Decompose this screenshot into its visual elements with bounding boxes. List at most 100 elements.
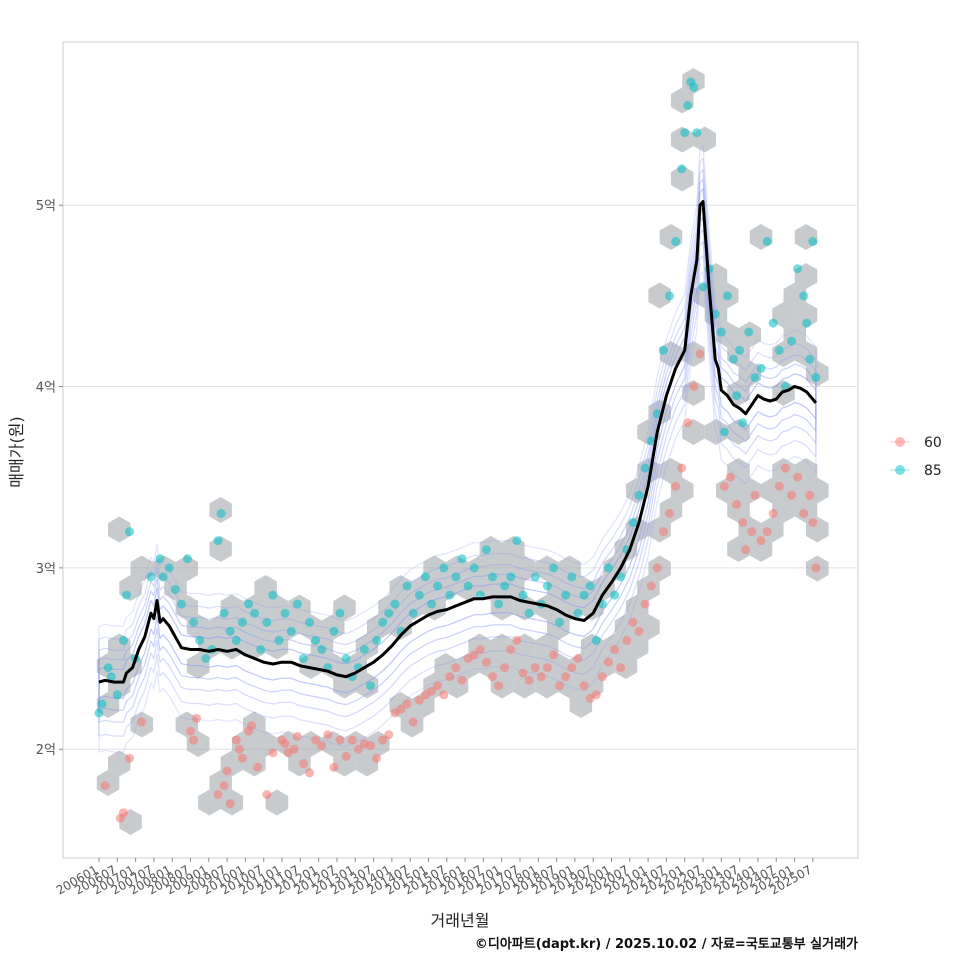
point-60-44	[414, 695, 424, 705]
hexbin-cell	[490, 633, 514, 660]
contour-ring-4	[98, 145, 817, 753]
point-60-61	[518, 668, 528, 678]
point-60-8	[213, 790, 223, 799]
point-60-33	[347, 735, 357, 745]
point-60-54	[475, 645, 485, 654]
point-85-35	[298, 654, 308, 663]
point-60-24	[292, 732, 302, 741]
point-85-102	[692, 128, 702, 138]
point-85-70	[512, 536, 522, 546]
point-85-94	[658, 345, 668, 355]
point-60-77	[616, 663, 626, 673]
scatter-points	[94, 77, 821, 823]
point-60-0	[100, 781, 110, 790]
caption: ©디아파트(dapt.kr) / 2025.10.02 / 자료=국토교통부 실…	[475, 936, 858, 952]
contour-ring-2	[98, 169, 817, 723]
point-60-18	[262, 790, 272, 799]
point-85-22	[219, 608, 229, 618]
point-85-14	[176, 599, 186, 609]
point-85-47	[372, 635, 382, 645]
point-85-72	[524, 608, 534, 618]
hexbin-cell	[479, 536, 503, 562]
point-85-106	[716, 327, 726, 337]
point-85-50	[390, 599, 400, 609]
point-85-4	[112, 690, 122, 700]
point-85-116	[762, 237, 772, 246]
point-60-94	[738, 518, 748, 527]
trend-line	[98, 200, 818, 684]
point-60-30	[329, 762, 339, 772]
hexbin-cell	[704, 419, 728, 445]
hexbin-cell	[254, 614, 277, 640]
point-60-29	[323, 730, 333, 740]
point-60-5	[186, 726, 195, 736]
point-60-89	[689, 382, 699, 391]
point-60-105	[799, 509, 809, 518]
point-60-43	[408, 717, 418, 727]
point-85-121	[793, 264, 803, 274]
point-60-7	[192, 713, 202, 723]
point-85-26	[244, 599, 253, 609]
point-85-71	[518, 590, 528, 600]
point-85-111	[735, 345, 745, 355]
point-85-81	[579, 590, 589, 600]
hexbin-cell	[659, 458, 683, 484]
point-85-23	[225, 626, 235, 636]
contour-ring-1	[98, 178, 817, 711]
point-60-83	[652, 563, 662, 573]
point-85-110	[732, 391, 742, 401]
point-60-100	[768, 509, 778, 518]
point-85-13	[170, 585, 180, 595]
point-85-112	[738, 418, 748, 428]
point-85-83	[591, 635, 601, 645]
point-85-87	[616, 572, 626, 582]
hexbin-cell	[231, 614, 255, 640]
point-60-86	[671, 481, 681, 491]
point-85-9	[146, 572, 156, 582]
legend: 60 85	[890, 435, 942, 479]
point-85-123	[802, 318, 812, 328]
point-85-98	[680, 128, 690, 138]
hexbin-cell	[175, 555, 199, 582]
point-60-4	[125, 753, 134, 763]
point-85-79	[567, 572, 577, 582]
point-85-20	[213, 536, 223, 546]
point-60-37	[372, 753, 382, 763]
point-60-74	[597, 672, 607, 682]
point-85-92	[646, 436, 656, 446]
point-85-18	[201, 654, 211, 663]
hexbin-cell	[682, 380, 705, 406]
point-85-17	[195, 635, 205, 645]
point-85-49	[384, 608, 394, 618]
point-60-75	[604, 657, 613, 667]
point-85-107	[719, 427, 729, 437]
hexbin-cell	[265, 789, 289, 816]
point-85-117	[768, 318, 778, 328]
point-60-11	[225, 799, 235, 809]
point-85-85	[604, 563, 613, 573]
point-60-82	[646, 581, 656, 591]
point-60-58	[500, 663, 510, 673]
point-85-122	[799, 291, 809, 301]
point-60-69	[567, 663, 577, 673]
hexbin-cell	[468, 555, 491, 582]
point-85-38	[317, 645, 327, 654]
point-85-41	[335, 608, 345, 618]
point-85-91	[640, 463, 650, 473]
hexbin-cell	[670, 165, 694, 192]
point-60-62	[524, 675, 534, 685]
point-85-108	[722, 291, 732, 301]
point-85-1	[97, 699, 107, 709]
point-60-76	[610, 645, 620, 654]
point-85-80	[573, 608, 583, 618]
point-60-32	[341, 752, 351, 761]
point-60-47	[433, 681, 443, 691]
y-axis-ticks: 2억 3억 4억 5억	[36, 199, 63, 758]
point-60-65	[542, 663, 552, 673]
point-85-28	[256, 645, 266, 654]
point-85-89	[628, 518, 638, 527]
point-60-25	[298, 759, 308, 769]
point-85-6	[122, 590, 131, 600]
point-60-10	[222, 766, 232, 776]
